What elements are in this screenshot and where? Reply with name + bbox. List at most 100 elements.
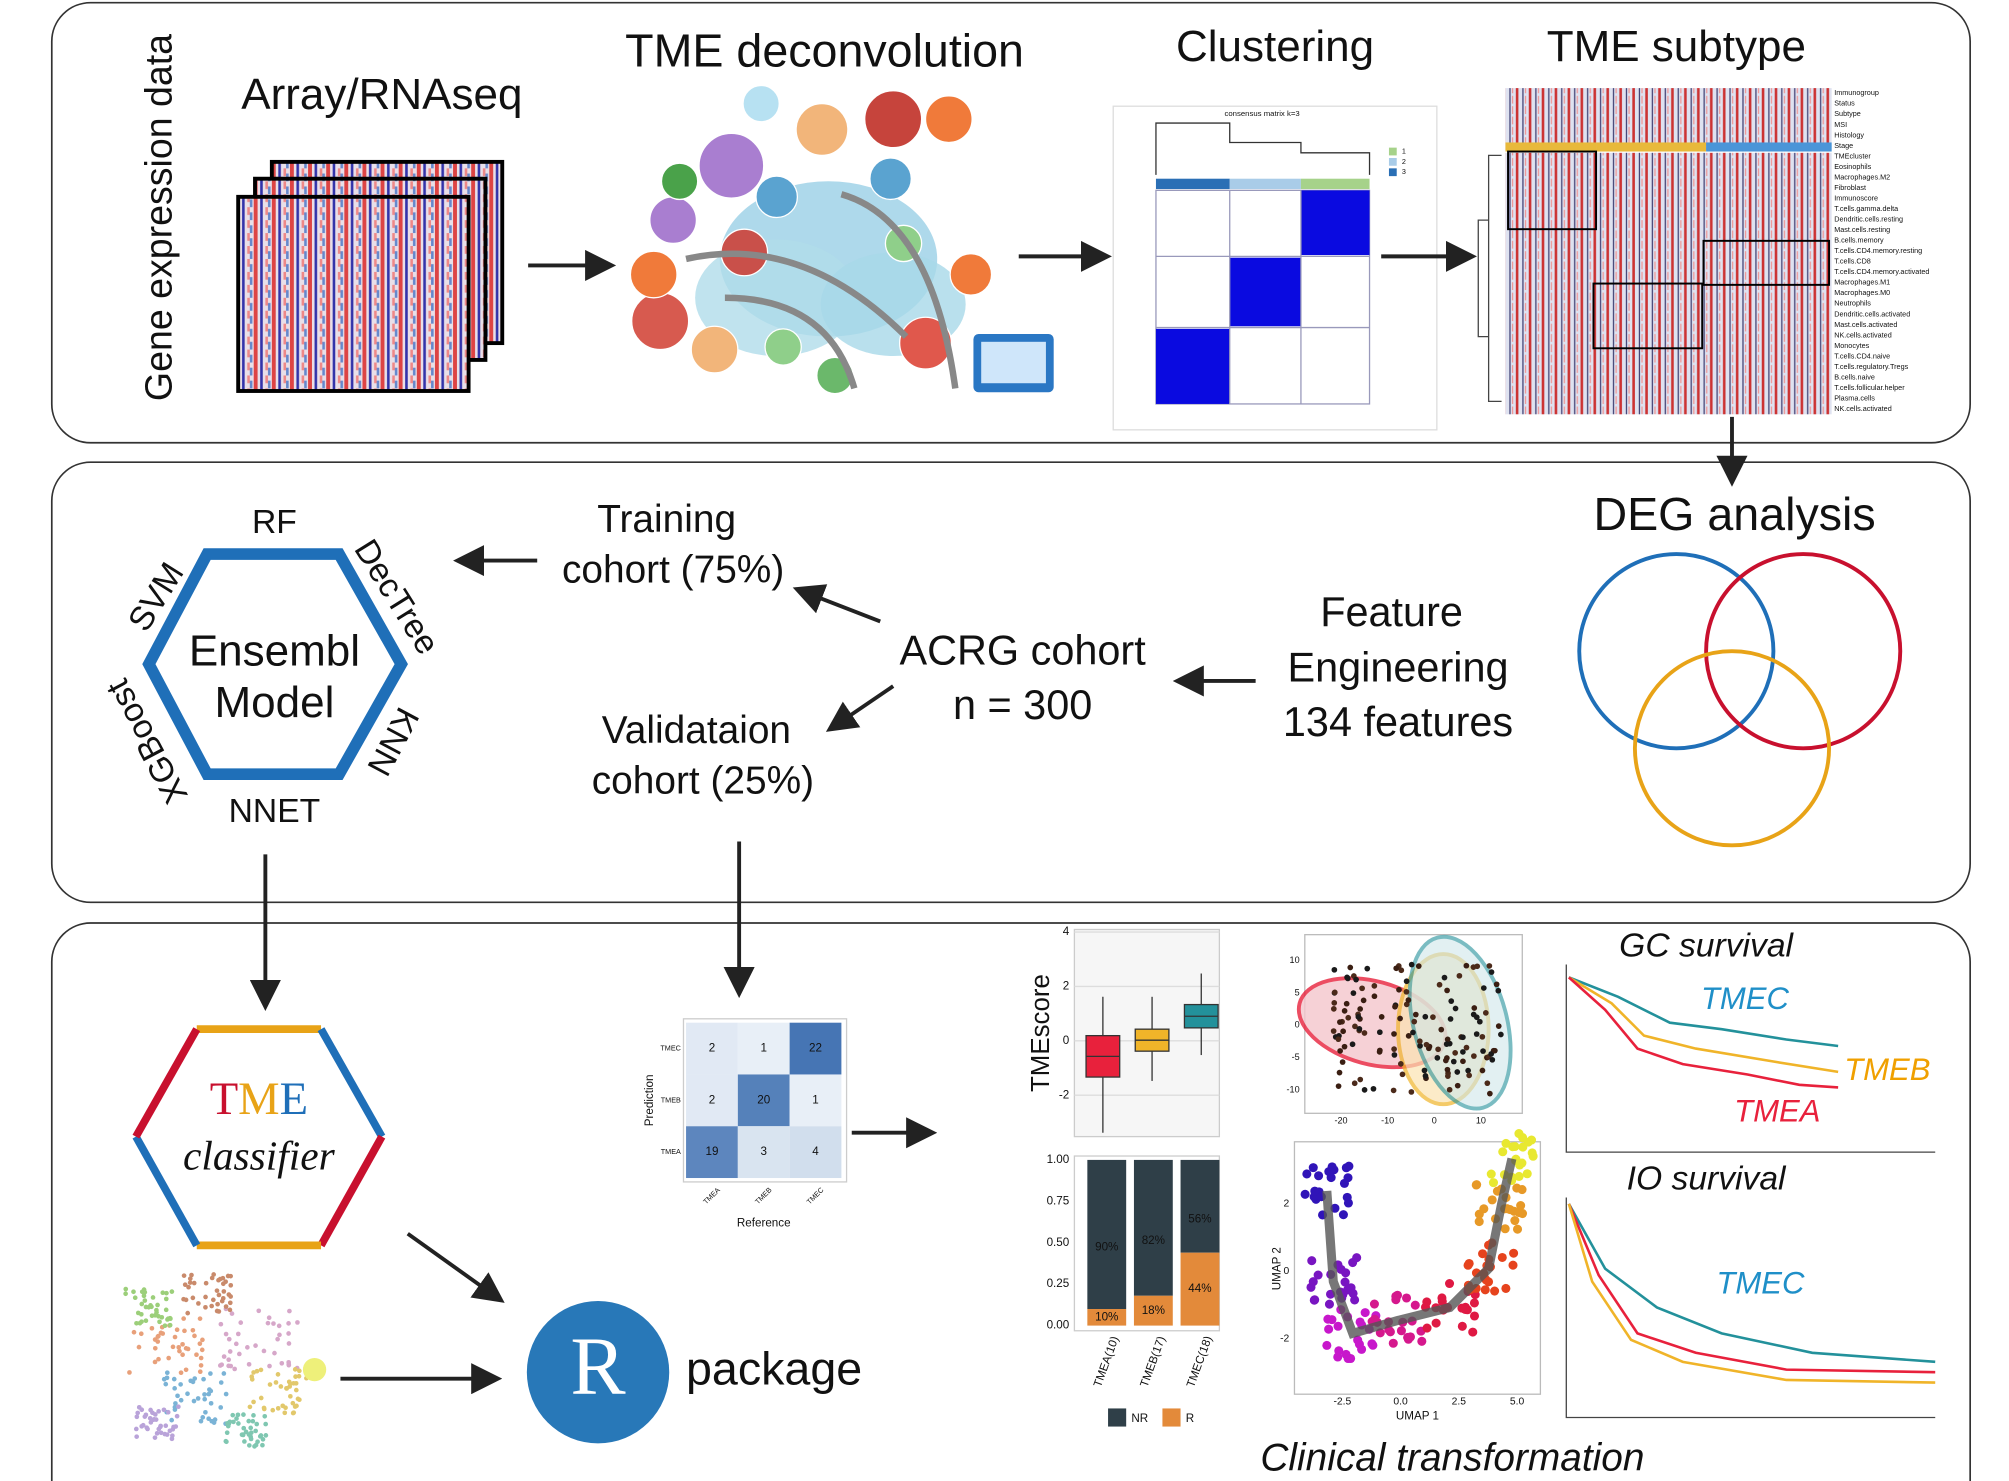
umap-dot: [1509, 1248, 1519, 1258]
cell: [649, 196, 698, 245]
tsne-dot: [192, 1376, 198, 1381]
x-tick-label: -2.5: [1333, 1397, 1351, 1408]
tsne-dot: [286, 1321, 291, 1326]
cell: [631, 291, 690, 351]
heatmap-label: Histology: [1834, 130, 1864, 139]
pca-dot: [1350, 990, 1357, 996]
umap-dot: [1522, 1169, 1532, 1179]
tsne-dot: [229, 1311, 235, 1316]
pca-dot: [1480, 985, 1487, 991]
cluster-bar: [1300, 178, 1370, 190]
tsne-dot: [295, 1320, 300, 1325]
pca-dot: [1434, 1055, 1441, 1061]
heatmap-label: Stage: [1834, 141, 1853, 150]
cell: [949, 253, 993, 296]
pca-dot: [1391, 1031, 1397, 1037]
ellipse: [1407, 934, 1513, 1111]
tsne-dot: [237, 1351, 242, 1357]
umap-dot: [1526, 1135, 1537, 1145]
y-tick-label: -5: [1292, 1052, 1300, 1062]
tsne-dot: [169, 1417, 175, 1423]
cell: [795, 102, 849, 157]
pca-dot: [1444, 1036, 1451, 1043]
tsne-dot: [136, 1344, 142, 1350]
pca-dot: [1421, 1067, 1428, 1074]
legend-swatch: [1388, 168, 1397, 177]
pca-dot: [1423, 1041, 1430, 1048]
legend-label: 2: [1402, 157, 1406, 166]
tsne-dot: [271, 1321, 276, 1326]
umap-dot: [1478, 1249, 1488, 1259]
tsne-dot: [279, 1360, 285, 1366]
pca-dot: [1443, 1041, 1450, 1047]
tsne-dot: [295, 1396, 301, 1402]
tsne-dot: [123, 1286, 129, 1292]
matrix-cell: [686, 1074, 738, 1127]
legend-label: 1: [1402, 146, 1406, 155]
umap-dot: [1527, 1148, 1537, 1158]
matrix-cell: [737, 1074, 790, 1127]
pca-dot: [1371, 983, 1378, 989]
r-letter: R: [570, 1320, 626, 1412]
pca-dot: [1460, 1058, 1466, 1065]
matrix-count: 22: [809, 1042, 822, 1055]
consensus-legend: 1 23: [1388, 146, 1406, 177]
tsne-dot: [246, 1418, 252, 1424]
heatmap-label: Monocytes: [1834, 341, 1869, 350]
tsne-dot: [180, 1341, 185, 1347]
tsne-dot: [219, 1362, 225, 1368]
umap-dot: [1334, 1346, 1344, 1356]
pca-dot: [1399, 1071, 1406, 1078]
cluster-bar: [1229, 178, 1301, 190]
tsne-dot: [143, 1304, 149, 1310]
tsne-dot: [197, 1316, 203, 1321]
pca-dot: [1488, 1051, 1495, 1057]
pca-dot: [1377, 1047, 1383, 1054]
tsne-dot: [238, 1320, 244, 1325]
tsne-dot: [228, 1282, 234, 1288]
umap-dot: [1422, 1323, 1432, 1333]
tsne-dot: [165, 1317, 170, 1322]
tsne-dot: [262, 1413, 268, 1419]
tsne-dot: [148, 1420, 154, 1425]
pca-dot: [1447, 1016, 1454, 1022]
pca-dot: [1489, 1056, 1496, 1063]
bar-label: 10%: [1095, 1310, 1118, 1323]
pca-dot: [1397, 1061, 1404, 1067]
heatmap-label: Fibroblast: [1834, 183, 1866, 192]
tsne-illustration: [123, 1272, 327, 1449]
trajectory: [1322, 1157, 1517, 1339]
model-text: Ensembl: [189, 626, 360, 675]
tsne-dot: [258, 1367, 264, 1373]
tsne-dot: [270, 1407, 276, 1413]
x-tick-label: TMEA(10): [1091, 1334, 1121, 1388]
matrix-count: 2: [709, 1093, 715, 1106]
pca-dot: [1415, 963, 1422, 969]
tsne-dot: [167, 1428, 173, 1434]
curve-label: TMEC: [1701, 981, 1790, 1016]
pca-dot: [1479, 1067, 1486, 1074]
heatmap-label: Eosinophils: [1834, 162, 1871, 171]
pca-dot: [1435, 1046, 1441, 1053]
col-label: TMEC: [805, 1185, 826, 1206]
bar-label: 44%: [1188, 1282, 1211, 1295]
umap-dot: [1313, 1270, 1323, 1280]
tsne-dot: [266, 1315, 272, 1321]
bar-label: 90%: [1095, 1240, 1118, 1253]
heatmap-label: T.cells.CD4.memory.activated: [1834, 267, 1929, 276]
tsne-dot: [160, 1290, 166, 1296]
umap-dot: [1391, 1295, 1401, 1305]
tsne-dot: [208, 1371, 213, 1376]
axis-label: Prediction: [643, 1074, 656, 1126]
umap-dot: [1487, 1195, 1497, 1205]
umap-dot: [1479, 1204, 1489, 1214]
umap-dot: [1514, 1171, 1524, 1181]
x-tick-label: 2.5: [1452, 1397, 1467, 1408]
pca-dot: [1452, 1005, 1459, 1012]
tsne-dot: [152, 1435, 158, 1440]
heatmap-label: T.cells.regulatory.Tregs: [1834, 362, 1908, 371]
row-label: TMEB: [661, 1095, 681, 1104]
umap-dot: [1469, 1298, 1479, 1308]
tsne-dot: [277, 1332, 282, 1338]
